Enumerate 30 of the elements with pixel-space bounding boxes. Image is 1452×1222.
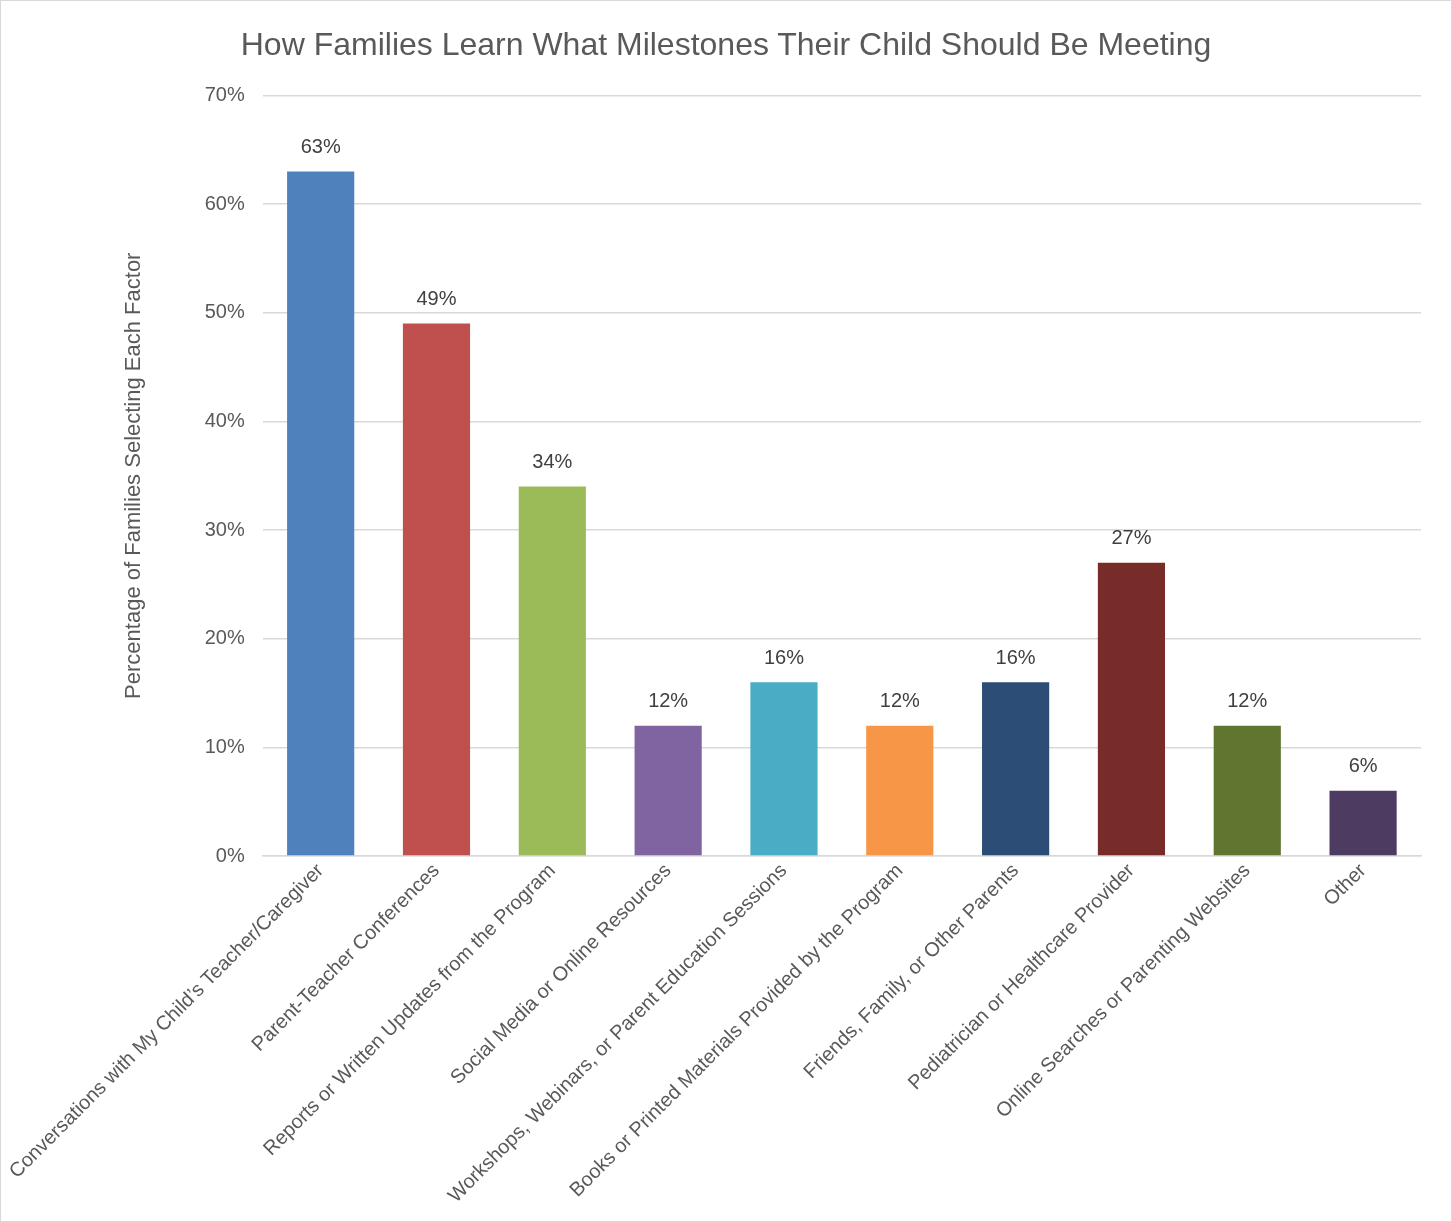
bar (1213, 725, 1281, 856)
bar (287, 171, 355, 856)
bar (982, 682, 1050, 856)
bar (518, 486, 586, 856)
y-tick-label: 50% (204, 300, 245, 323)
bar (634, 725, 702, 856)
y-axis-title: Percentage of Families Selecting Each Factor (119, 252, 145, 699)
y-tick-label: 40% (204, 408, 245, 431)
data-label: 27% (1111, 526, 1152, 549)
y-tick-label: 30% (204, 517, 245, 540)
data-label: 12% (1227, 689, 1268, 712)
y-tick-label: 60% (204, 191, 245, 214)
data-label: 49% (416, 287, 457, 310)
data-label: 63% (300, 134, 341, 157)
data-label: 34% (532, 450, 573, 473)
bar (750, 682, 818, 856)
bar (402, 323, 471, 856)
data-label: 12% (648, 689, 689, 712)
bar (1097, 562, 1166, 856)
bar (866, 725, 934, 856)
bar (1329, 790, 1397, 856)
y-tick-label: 70% (204, 82, 245, 105)
data-label: 16% (763, 645, 805, 668)
y-tick-label: 0% (215, 843, 245, 866)
data-label: 6% (1348, 754, 1378, 777)
chart-title: How Families Learn What Milestones Their Child Should Be Meeting (240, 26, 1212, 63)
data-label: 12% (879, 689, 921, 712)
y-tick-label: 20% (204, 626, 245, 649)
y-tick-label: 10% (204, 734, 245, 757)
data-label: 16% (995, 645, 1036, 668)
